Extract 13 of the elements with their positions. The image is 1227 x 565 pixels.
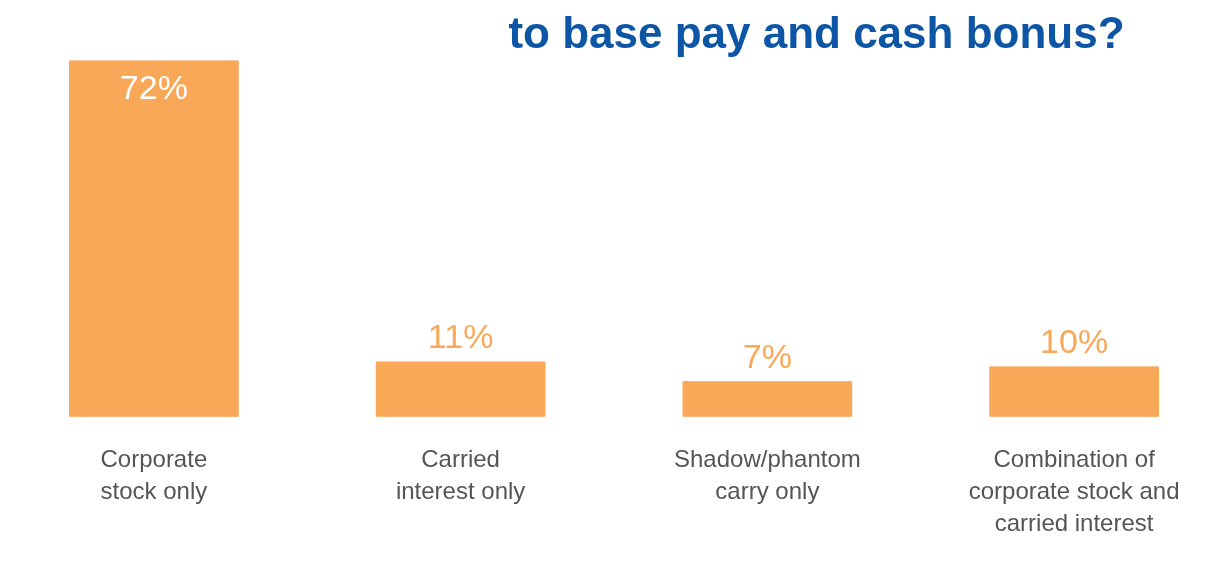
bar [69, 60, 239, 417]
x-tick-label: Corporate stock only [100, 444, 208, 505]
chart-title: to base pay and cash bonus? [508, 7, 1125, 57]
x-tick-label: Carried interest only [395, 444, 526, 505]
bar [682, 381, 853, 417]
x-tick-label: Combination of corporate stock and carried interest [968, 444, 1180, 537]
x-tick-label: Shadow/phantom carry only [673, 444, 861, 505]
data-label: 10% [1040, 321, 1109, 360]
data-label: 11% [427, 316, 494, 355]
bar [375, 361, 546, 417]
data-label: 72% [119, 68, 188, 107]
data-label: 7% [742, 336, 792, 375]
bar [989, 366, 1159, 417]
